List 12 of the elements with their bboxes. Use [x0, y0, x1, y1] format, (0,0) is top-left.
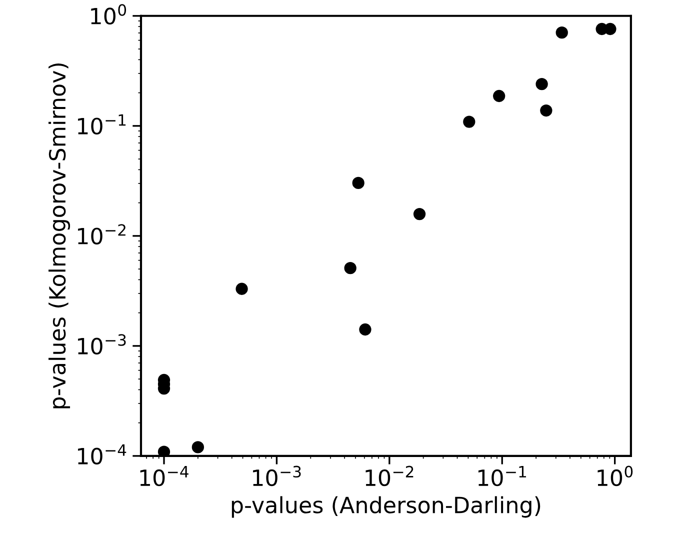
y-axis-title: p-values (Kolmogorov-Smirnov) — [48, 63, 70, 408]
x-tick-label: 10$^{−4}$ — [140, 466, 188, 486]
y-tick-label: 10$^{−1}$ — [78, 114, 126, 135]
y-tick-label: 10$^{−3}$ — [78, 334, 126, 355]
x-tick-label: 10$^{−2}$ — [366, 466, 414, 486]
y-tick-label: 10$^{−2}$ — [78, 224, 126, 245]
x-tick-label: 10$^{−3}$ — [253, 466, 301, 486]
x-axis-title: p-values (Anderson-Darling) — [232, 496, 540, 518]
y-tick-label: 10$^{−4}$ — [78, 444, 126, 465]
y-tick-label: 10$^{0}$ — [91, 4, 126, 24]
x-tick-label: 10$^{−1}$ — [478, 466, 526, 486]
x-tick-label: 10$^{0}$ — [598, 466, 633, 486]
